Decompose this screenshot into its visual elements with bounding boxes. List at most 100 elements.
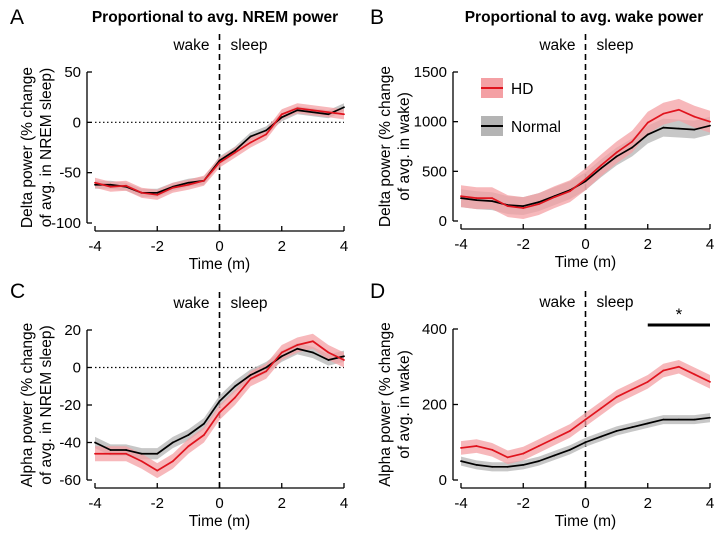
data-point-normal xyxy=(171,441,174,444)
wake-label: wake xyxy=(172,37,209,54)
data-point-hd xyxy=(600,164,602,167)
panel-letter: D xyxy=(370,280,385,303)
x-tick-label: 4 xyxy=(340,495,348,512)
data-point-normal xyxy=(343,106,345,109)
wake-label: wake xyxy=(538,37,575,54)
x-tick-label: -4 xyxy=(454,495,467,512)
data-point-normal xyxy=(125,449,128,451)
data-point-normal xyxy=(156,191,159,194)
x-tick-label: 2 xyxy=(278,238,286,255)
data-point-hd xyxy=(171,460,174,463)
data-point-normal xyxy=(249,374,252,376)
data-point-normal xyxy=(584,180,587,183)
data-point-hd xyxy=(506,456,509,459)
x-tick-label: 0 xyxy=(581,495,589,512)
data-point-normal xyxy=(265,129,268,132)
panel-title: Proportional to avg. wake power xyxy=(465,9,704,26)
data-point-normal xyxy=(584,441,587,444)
series-band-hd xyxy=(461,98,710,220)
data-point-hd xyxy=(569,190,571,193)
data-point-hd xyxy=(475,197,478,200)
data-point-normal xyxy=(693,128,696,131)
data-point-normal xyxy=(693,418,696,421)
data-point-hd xyxy=(693,373,696,376)
y-tick-label: -20 xyxy=(59,397,81,414)
data-point-normal xyxy=(475,199,478,202)
data-point-hd xyxy=(709,380,711,383)
data-point-normal xyxy=(646,422,649,425)
significance-star: * xyxy=(676,305,683,324)
data-point-hd xyxy=(109,185,112,188)
data-point-normal xyxy=(187,434,190,436)
panel-letter: B xyxy=(370,6,384,29)
data-point-normal xyxy=(600,167,602,170)
data-point-hd xyxy=(203,434,205,436)
data-point-hd xyxy=(646,121,649,124)
data-point-normal xyxy=(631,146,634,149)
data-point-normal xyxy=(662,126,665,129)
data-point-normal xyxy=(343,355,345,358)
data-point-normal xyxy=(218,159,221,162)
sleep-label: sleep xyxy=(231,295,268,312)
panel-b: B Proportional to avg. wake power -4 -2 0 2 4 0… xyxy=(370,6,714,271)
data-point-normal xyxy=(615,430,618,432)
data-point-hd xyxy=(156,469,159,472)
data-point-normal xyxy=(677,418,680,421)
wake-label: wake xyxy=(172,295,209,312)
data-point-hd xyxy=(265,370,268,373)
data-point-hd xyxy=(296,107,299,110)
data-point-hd xyxy=(569,430,571,432)
data-point-hd xyxy=(218,411,221,414)
data-point-hd xyxy=(187,183,190,186)
data-point-normal xyxy=(296,109,299,112)
data-point-normal xyxy=(506,465,509,468)
data-point-hd xyxy=(249,141,252,144)
data-point-hd xyxy=(203,179,205,182)
data-point-hd xyxy=(631,140,634,143)
data-point-hd xyxy=(156,193,159,196)
panel-letter: A xyxy=(10,6,24,29)
data-point-normal xyxy=(709,416,711,419)
data-point-hd xyxy=(94,452,96,455)
data-point-hd xyxy=(584,178,587,181)
x-tick-label: -2 xyxy=(517,236,530,253)
x-tick-label: 0 xyxy=(215,495,223,512)
data-point-hd xyxy=(693,115,696,118)
data-point-hd xyxy=(615,151,618,154)
x-tick-label: -4 xyxy=(88,495,101,512)
y-axis-label-line1: Delta power (% change xyxy=(377,66,394,227)
data-point-hd xyxy=(343,113,345,116)
data-point-hd xyxy=(537,445,540,447)
y-tick-label: 20 xyxy=(64,322,81,339)
x-tick-label: 2 xyxy=(644,236,652,253)
y-tick-label: 200 xyxy=(422,397,447,414)
series-line-hd xyxy=(94,107,345,196)
y-tick-label: -40 xyxy=(59,435,81,452)
y-axis-label-line1: Alpha power (% change xyxy=(19,323,36,488)
data-point-hd xyxy=(140,460,143,463)
x-tick-label: 2 xyxy=(278,495,286,512)
panel-title: Proportional to avg. NREM power xyxy=(92,9,338,26)
data-point-hd xyxy=(280,351,283,354)
data-point-hd xyxy=(491,197,494,200)
data-point-hd xyxy=(218,161,221,164)
sleep-label: sleep xyxy=(231,37,268,54)
data-point-normal xyxy=(234,149,236,152)
data-point-hd xyxy=(475,445,478,447)
data-point-normal xyxy=(522,464,525,466)
data-point-hd xyxy=(553,437,556,440)
data-point-normal xyxy=(327,113,330,116)
data-point-normal xyxy=(460,197,462,200)
x-tick-label: 0 xyxy=(215,238,223,255)
data-point-hd xyxy=(265,133,268,136)
data-point-normal xyxy=(249,135,252,138)
data-point-hd xyxy=(171,186,174,189)
data-point-normal xyxy=(491,465,494,468)
data-point-hd xyxy=(125,184,128,187)
data-point-hd xyxy=(460,447,462,449)
data-point-normal xyxy=(600,435,602,438)
data-point-normal xyxy=(569,448,571,451)
data-point-hd xyxy=(234,151,236,154)
x-tick-label: -2 xyxy=(517,495,530,512)
